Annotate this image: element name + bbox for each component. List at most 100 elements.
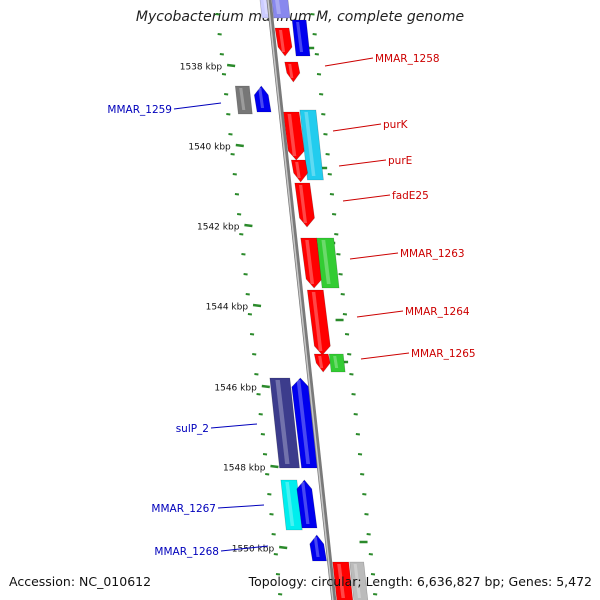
ring-dot-left bbox=[243, 273, 248, 276]
backbone-line bbox=[266, 0, 337, 600]
tick-label: 1540 kbp bbox=[188, 143, 231, 153]
gene-label: fadE25 bbox=[392, 190, 429, 202]
major-tick bbox=[270, 464, 279, 469]
tick-label: 1542 kbp bbox=[197, 223, 240, 233]
ring-dot-left bbox=[269, 513, 274, 516]
label-connector bbox=[217, 504, 265, 509]
gene-block bbox=[316, 237, 340, 289]
gene-block-shine bbox=[296, 22, 304, 52]
ring-dot-left bbox=[234, 193, 240, 196]
ring-dot-right bbox=[334, 233, 339, 236]
ring-dot-right bbox=[321, 113, 326, 116]
major-tick bbox=[261, 384, 270, 389]
ring-dot-right bbox=[344, 333, 350, 336]
ring-dot-left bbox=[219, 53, 224, 56]
gene-block bbox=[296, 479, 318, 529]
ring-dot-left bbox=[262, 453, 268, 456]
gene-block-shine bbox=[295, 162, 301, 178]
ring-dot-left bbox=[265, 473, 270, 476]
ring-dot-left bbox=[271, 533, 276, 536]
ring-dot-left bbox=[217, 33, 222, 36]
map-title: Mycobacterium marinum M, complete genome bbox=[135, 9, 465, 25]
tick-label: 1550 kbp bbox=[232, 545, 275, 555]
ring-dot-left bbox=[260, 433, 265, 436]
label-connector bbox=[356, 310, 404, 318]
gene-block-shine bbox=[311, 292, 323, 351]
gene-block-shine bbox=[298, 185, 308, 223]
gene-label: MMAR_1258 bbox=[375, 53, 440, 65]
ring-dot-right bbox=[314, 53, 319, 56]
gene-block-shine bbox=[275, 0, 281, 14]
ring-dot-right bbox=[327, 173, 332, 176]
backbone bbox=[266, 0, 337, 600]
gene-block bbox=[332, 561, 354, 600]
ring-dot-left bbox=[247, 313, 253, 316]
gene-block bbox=[253, 85, 272, 113]
gene-block bbox=[290, 159, 308, 183]
gene-block-shine bbox=[318, 356, 324, 368]
gene-block-shine bbox=[239, 88, 246, 110]
gene-labels: MMAR_1258 MMAR_1259 purK purE fadE25 MMAR_126… bbox=[107, 53, 475, 558]
gene-block-shine bbox=[333, 356, 339, 368]
ring-dot-left bbox=[228, 133, 233, 136]
ring-dot-right bbox=[325, 153, 330, 156]
gene-block bbox=[328, 353, 346, 373]
gene-block bbox=[284, 61, 301, 83]
major-tick bbox=[252, 303, 262, 308]
label-connector bbox=[210, 423, 258, 429]
gene-block-shine bbox=[301, 482, 310, 524]
ring-dot-left bbox=[256, 393, 261, 396]
ring-dot-right bbox=[349, 373, 354, 376]
label-connector bbox=[338, 159, 387, 167]
ring-dot-right bbox=[370, 573, 376, 576]
ring-dot-left bbox=[224, 93, 229, 96]
gene-block-shine bbox=[321, 240, 331, 284]
ring-dot-left bbox=[258, 413, 263, 416]
gene-block bbox=[349, 561, 369, 600]
ring-dot-left bbox=[239, 233, 244, 236]
gene-block bbox=[291, 19, 311, 57]
scale-ticks: 1538 kbp 1540 kbp 1542 kbp 1544 kbp 1546 kbp… bbox=[180, 13, 378, 596]
gene-label: MMAR_1267 bbox=[151, 503, 216, 515]
gene-label: sulP_2 bbox=[176, 423, 209, 435]
ring-dot-right bbox=[340, 293, 345, 296]
tick-label: 1538 kbp bbox=[180, 63, 223, 73]
ring-dot-left bbox=[273, 553, 278, 556]
gene-block bbox=[282, 111, 305, 161]
gene-label: purE bbox=[388, 155, 412, 167]
ring-dot-right bbox=[366, 533, 371, 536]
ring-dot-left bbox=[232, 173, 237, 176]
ring-dot-right bbox=[364, 513, 369, 516]
gene-block bbox=[280, 479, 303, 531]
ring-dot-right bbox=[351, 393, 356, 396]
gene-block-shine bbox=[278, 30, 286, 52]
gene-label: MMAR_1268 bbox=[154, 546, 219, 558]
gene-features bbox=[234, 0, 369, 600]
major-tick bbox=[244, 223, 253, 228]
ring-dot-right bbox=[323, 133, 328, 136]
tick-label: 1548 kbp bbox=[223, 464, 266, 474]
tick-label: 1544 kbp bbox=[206, 303, 249, 313]
ring-dot-left bbox=[221, 73, 227, 76]
label-connector bbox=[332, 123, 382, 132]
ring-dot-right bbox=[373, 593, 378, 596]
ring-dot-left bbox=[254, 373, 259, 376]
ring-dot-right bbox=[331, 213, 337, 216]
ring-dot-left bbox=[245, 293, 250, 296]
gene-label: purK bbox=[383, 119, 409, 131]
accession-text: Accession: NC_010612 bbox=[9, 574, 152, 589]
gene-label: MMAR_1259 bbox=[107, 104, 172, 116]
label-connector bbox=[349, 252, 399, 260]
major-tick bbox=[235, 143, 244, 148]
ring-dot-right bbox=[310, 13, 315, 16]
gene-block-shine bbox=[296, 380, 311, 464]
ring-dot-left bbox=[215, 13, 220, 16]
tick-label: 1546 kbp bbox=[214, 384, 257, 394]
gene-block bbox=[313, 353, 331, 373]
gene-block bbox=[309, 534, 327, 562]
ring-dot-left bbox=[236, 213, 242, 216]
major-tick bbox=[279, 545, 288, 550]
gene-block bbox=[234, 85, 253, 115]
ring-dot-right bbox=[362, 493, 367, 496]
